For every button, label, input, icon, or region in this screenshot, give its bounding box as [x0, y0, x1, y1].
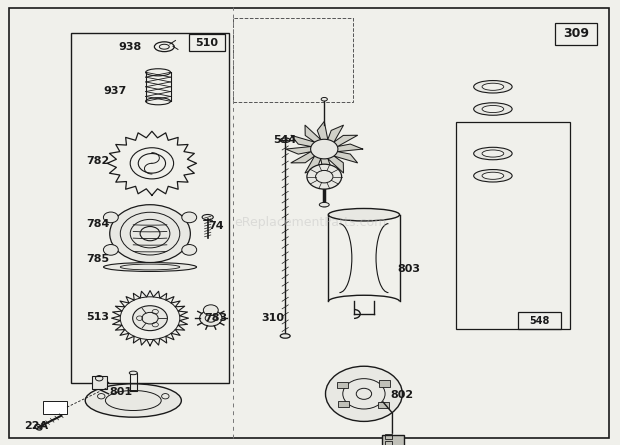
Circle shape: [203, 305, 218, 316]
Circle shape: [311, 139, 338, 159]
Circle shape: [200, 310, 222, 326]
Bar: [518, 312, 561, 329]
Circle shape: [182, 245, 197, 255]
Ellipse shape: [474, 81, 512, 93]
Ellipse shape: [280, 334, 290, 338]
Text: 74: 74: [208, 221, 224, 231]
Circle shape: [326, 366, 402, 421]
Text: 937: 937: [103, 86, 126, 96]
Ellipse shape: [319, 202, 329, 207]
Ellipse shape: [280, 138, 290, 142]
Circle shape: [307, 164, 342, 189]
Ellipse shape: [104, 263, 197, 271]
Text: 22A: 22A: [24, 421, 48, 431]
Ellipse shape: [482, 83, 504, 90]
Text: 801: 801: [109, 388, 133, 397]
Polygon shape: [286, 121, 363, 177]
Text: 544: 544: [273, 135, 297, 145]
Text: 802: 802: [390, 390, 414, 400]
Ellipse shape: [202, 214, 213, 220]
Ellipse shape: [482, 105, 504, 113]
Bar: [189, 34, 225, 51]
Text: 783: 783: [204, 313, 228, 323]
Text: 548: 548: [529, 316, 549, 326]
Text: eReplacementParts.com: eReplacementParts.com: [234, 216, 386, 229]
Ellipse shape: [482, 150, 504, 157]
Bar: [43, 400, 67, 414]
Ellipse shape: [321, 97, 327, 101]
Ellipse shape: [146, 97, 170, 105]
Bar: [379, 380, 390, 387]
Bar: [92, 376, 107, 389]
Bar: [382, 435, 404, 445]
Circle shape: [104, 245, 118, 255]
Text: 310: 310: [261, 313, 285, 323]
Ellipse shape: [146, 69, 170, 76]
Bar: [456, 122, 570, 329]
Text: 782: 782: [86, 156, 110, 166]
Text: 513: 513: [86, 312, 110, 322]
Bar: [338, 401, 349, 407]
Ellipse shape: [130, 371, 138, 375]
Ellipse shape: [329, 208, 399, 221]
Bar: [385, 441, 392, 445]
Ellipse shape: [474, 103, 512, 115]
Circle shape: [133, 306, 167, 331]
Ellipse shape: [474, 170, 512, 182]
Circle shape: [182, 212, 197, 223]
Text: 784: 784: [86, 219, 110, 229]
Text: 938: 938: [118, 42, 142, 52]
Ellipse shape: [86, 384, 182, 417]
Text: 309: 309: [563, 27, 589, 40]
Bar: [378, 402, 389, 409]
Bar: [71, 33, 229, 383]
Circle shape: [110, 205, 190, 263]
Text: 785: 785: [86, 254, 110, 264]
Text: 803: 803: [397, 264, 421, 274]
Ellipse shape: [482, 172, 504, 179]
Bar: [232, 18, 353, 102]
Bar: [337, 382, 348, 388]
Bar: [555, 23, 597, 44]
Ellipse shape: [474, 147, 512, 160]
Bar: [385, 434, 392, 439]
Text: 510: 510: [195, 38, 219, 48]
Circle shape: [104, 212, 118, 223]
